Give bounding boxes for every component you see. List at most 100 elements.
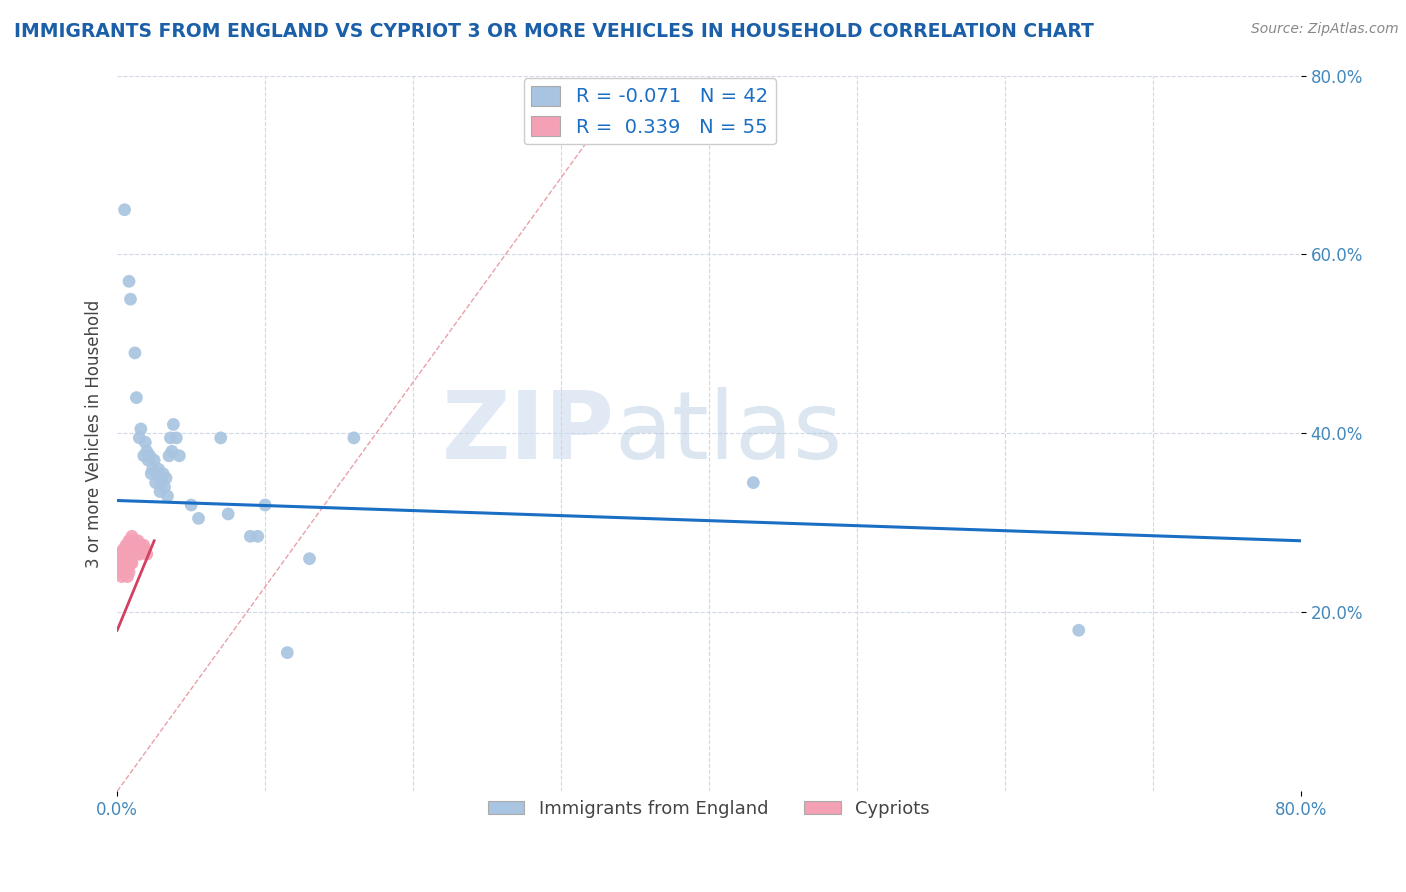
Point [118, 533, 141, 548]
Point [209, 431, 232, 445]
Point [115, 556, 138, 570]
Point [298, 551, 321, 566]
Point [120, 292, 142, 306]
Point [131, 542, 153, 557]
Point [276, 646, 298, 660]
Point [121, 529, 143, 543]
Point [136, 453, 159, 467]
Point [117, 560, 139, 574]
Point [115, 551, 138, 566]
Point [1067, 624, 1090, 638]
Point [114, 565, 136, 579]
Point [124, 547, 146, 561]
Point [124, 538, 146, 552]
Text: IMMIGRANTS FROM ENGLAND VS CYPRIOT 3 OR MORE VEHICLES IN HOUSEHOLD CORRELATION C: IMMIGRANTS FROM ENGLAND VS CYPRIOT 3 OR … [14, 22, 1094, 41]
Point [124, 346, 146, 360]
Point [132, 449, 155, 463]
Point [121, 556, 143, 570]
Point [155, 471, 177, 485]
Point [180, 498, 202, 512]
Point [143, 453, 166, 467]
Point [146, 467, 169, 481]
Point [114, 551, 136, 566]
Point [149, 484, 172, 499]
Point [217, 507, 239, 521]
Point [125, 547, 148, 561]
Point [111, 556, 134, 570]
Point [122, 538, 145, 552]
Point [125, 391, 148, 405]
Point [742, 475, 765, 490]
Point [152, 467, 174, 481]
Point [112, 551, 135, 566]
Point [108, 565, 131, 579]
Point [128, 431, 150, 445]
Point [160, 444, 183, 458]
Legend: Immigrants from England, Cypriots: Immigrants from England, Cypriots [481, 793, 936, 825]
Point [112, 565, 135, 579]
Point [135, 547, 157, 561]
Point [114, 560, 136, 574]
Text: atlas: atlas [614, 387, 842, 479]
Point [118, 565, 141, 579]
Point [114, 556, 136, 570]
Point [254, 498, 277, 512]
Point [129, 538, 152, 552]
Point [120, 538, 142, 552]
Point [150, 475, 173, 490]
Point [118, 542, 141, 557]
Point [115, 538, 138, 552]
Point [141, 467, 163, 481]
Text: Source: ZipAtlas.com: Source: ZipAtlas.com [1251, 22, 1399, 37]
Point [127, 533, 149, 548]
Point [132, 538, 155, 552]
Point [129, 422, 152, 436]
Point [134, 542, 156, 557]
Point [118, 274, 141, 288]
Point [153, 480, 176, 494]
Point [128, 538, 150, 552]
Point [162, 417, 184, 432]
Text: ZIP: ZIP [441, 387, 614, 479]
Point [135, 444, 157, 458]
Y-axis label: 3 or more Vehicles in Household: 3 or more Vehicles in Household [86, 300, 103, 567]
Point [343, 431, 366, 445]
Point [117, 542, 139, 557]
Point [120, 533, 142, 548]
Point [121, 547, 143, 561]
Point [159, 431, 181, 445]
Point [112, 556, 135, 570]
Point [114, 542, 136, 557]
Point [108, 547, 131, 561]
Point [121, 538, 143, 552]
Point [115, 565, 138, 579]
Point [148, 462, 170, 476]
Point [117, 538, 139, 552]
Point [111, 556, 134, 570]
Point [114, 547, 136, 561]
Point [120, 547, 142, 561]
Point [128, 547, 150, 561]
Point [111, 569, 134, 583]
Point [165, 431, 187, 445]
Point [118, 547, 141, 561]
Point [112, 542, 135, 557]
Point [117, 551, 139, 566]
Point [138, 449, 160, 463]
Point [117, 569, 139, 583]
Point [111, 547, 134, 561]
Point [115, 560, 138, 574]
Point [246, 529, 269, 543]
Point [115, 542, 138, 557]
Point [187, 511, 209, 525]
Point [118, 556, 141, 570]
Point [239, 529, 262, 543]
Point [122, 533, 145, 548]
Point [125, 538, 148, 552]
Point [157, 449, 180, 463]
Point [120, 556, 142, 570]
Point [169, 449, 191, 463]
Point [127, 542, 149, 557]
Point [142, 462, 165, 476]
Point [156, 489, 179, 503]
